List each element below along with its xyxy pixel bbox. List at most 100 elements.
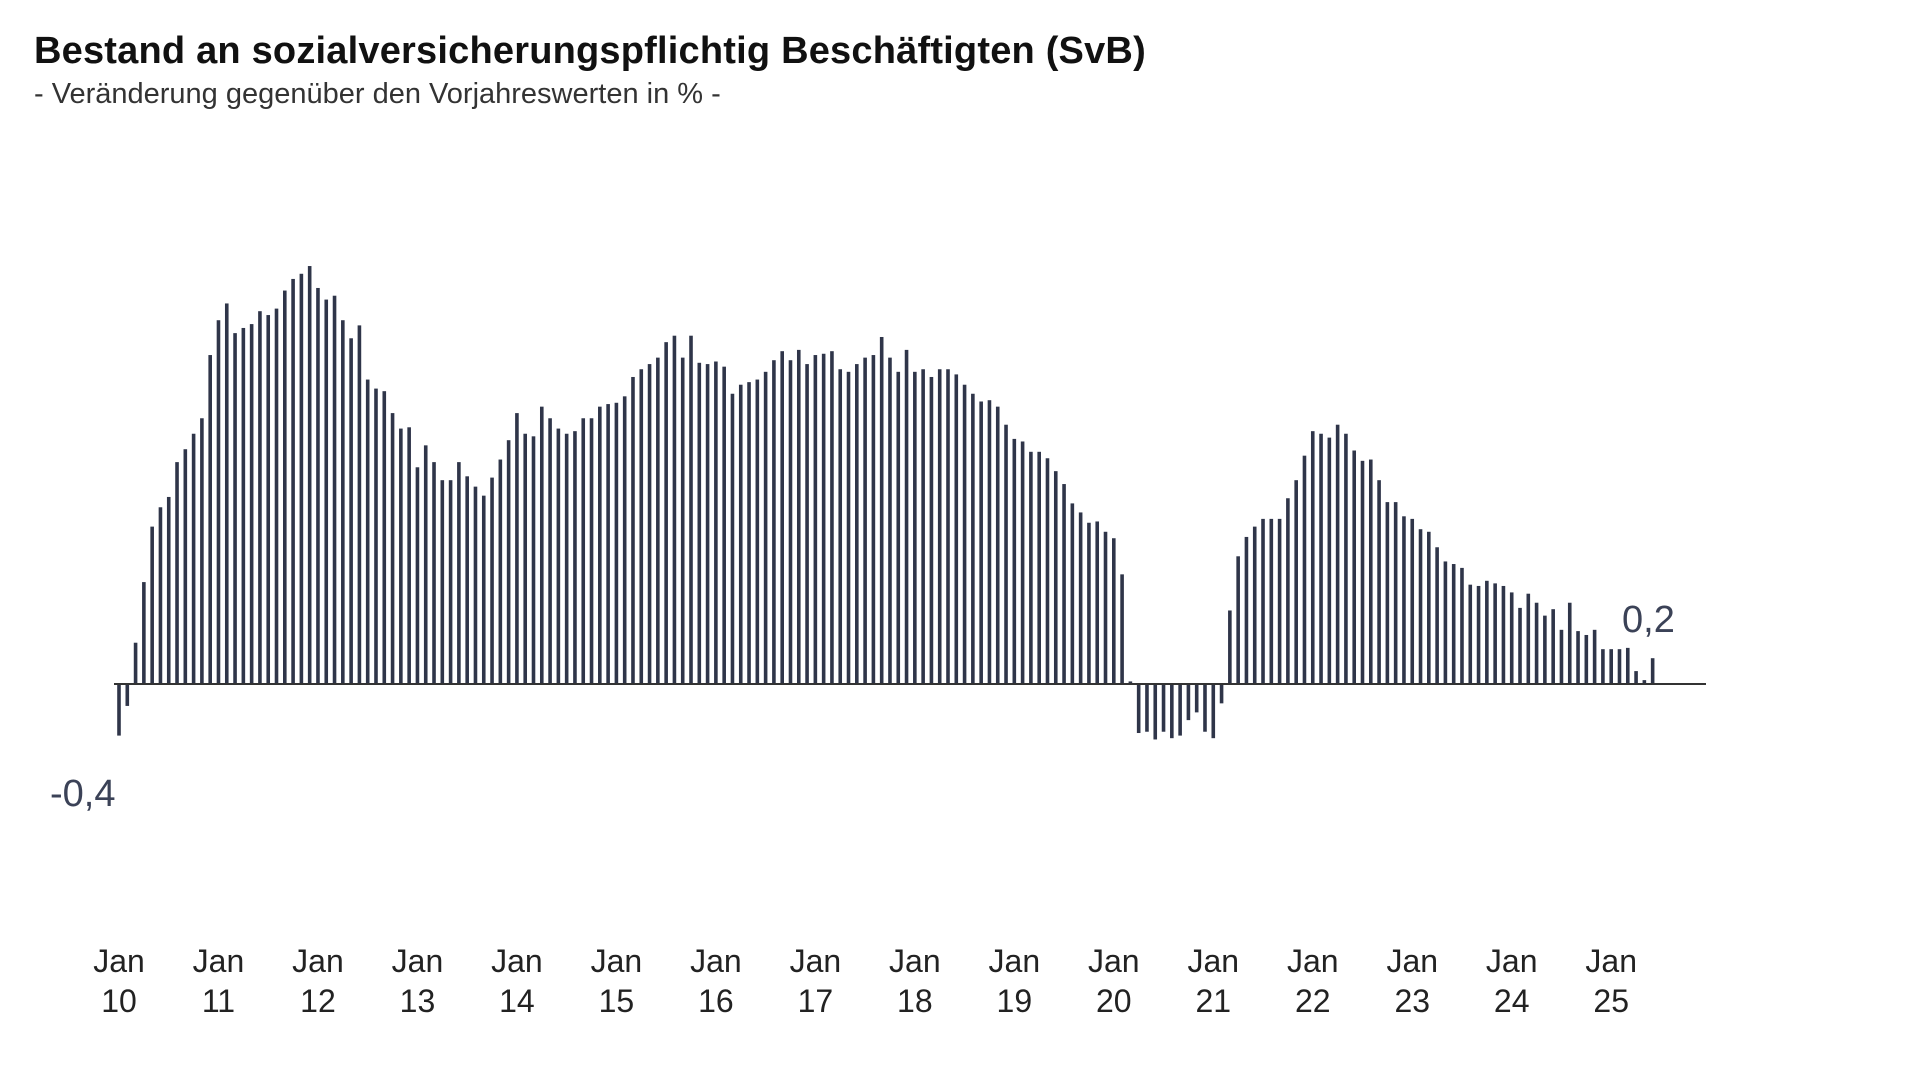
bar [979, 401, 983, 684]
x-axis-ticks: Jan 10 Jan 11 Jan 12 Jan 13 Jan 14 Jan 15 Jan 16 Jan 17… [93, 943, 1637, 1019]
bar [166, 496, 171, 684]
bar [838, 369, 843, 684]
x-tick-year-label: 19 [997, 983, 1033, 1019]
bar [1360, 460, 1365, 684]
bar [1460, 567, 1464, 684]
x-tick-year-label: 20 [1096, 983, 1132, 1019]
bar [274, 308, 279, 684]
x-tick-year-label: 24 [1494, 983, 1530, 1019]
bar [755, 379, 760, 684]
bar [1509, 592, 1514, 684]
bar [805, 364, 809, 684]
bar [556, 428, 561, 684]
bar [1319, 433, 1323, 684]
bar [1194, 684, 1199, 713]
bar [1352, 450, 1357, 684]
x-tick-month-label: Jan [392, 943, 444, 979]
bar [498, 459, 503, 684]
bar [457, 462, 461, 684]
bar [1443, 561, 1448, 684]
bars-group [117, 266, 1655, 740]
x-tick-month-label: Jan [1386, 943, 1438, 979]
bar [1576, 631, 1580, 684]
x-tick-month-label: Jan [989, 943, 1041, 979]
bar [324, 299, 329, 684]
bar [1203, 684, 1207, 732]
bar [1402, 516, 1406, 684]
bar [548, 418, 552, 684]
x-tick-month-label: Jan [292, 943, 344, 979]
bar [564, 433, 569, 684]
bar [1476, 585, 1481, 684]
x-tick-year-label: 15 [599, 983, 635, 1019]
bar [738, 384, 743, 684]
bar [987, 400, 992, 684]
bar [888, 357, 892, 684]
bar [407, 427, 411, 684]
bar [249, 324, 254, 684]
bar [614, 402, 619, 684]
bar [1062, 484, 1066, 684]
bar [995, 406, 1000, 684]
bar [1252, 526, 1257, 684]
bar [1559, 629, 1564, 684]
bar [788, 360, 793, 684]
bar [1219, 684, 1224, 704]
bar [374, 388, 378, 684]
bar [316, 287, 320, 684]
bar [299, 273, 304, 684]
bar [1526, 593, 1531, 684]
bar [1004, 424, 1008, 684]
bar [133, 642, 138, 684]
x-tick-month-label: Jan [1088, 943, 1140, 979]
bar [1120, 574, 1124, 684]
bar [830, 351, 834, 684]
bar [183, 449, 188, 684]
bar [1211, 684, 1216, 739]
data-label-first: -0,4 [50, 773, 115, 815]
x-tick-year-label: 18 [897, 983, 933, 1019]
bar [921, 369, 925, 684]
bar [1427, 531, 1431, 684]
bar [581, 418, 586, 684]
bar [1037, 451, 1041, 684]
bar [647, 364, 652, 684]
x-tick-year-label: 16 [698, 983, 734, 1019]
bar [440, 480, 445, 684]
bar [1385, 502, 1390, 684]
bar [1518, 607, 1522, 684]
bar [158, 507, 163, 684]
bar [1302, 455, 1307, 684]
bar [747, 382, 751, 684]
bar [606, 404, 610, 684]
bar [904, 349, 909, 684]
x-tick-month-label: Jan [591, 943, 643, 979]
bar [1277, 518, 1282, 684]
bar [937, 369, 942, 684]
bar [1468, 584, 1473, 684]
bar [631, 376, 635, 684]
bar [705, 364, 710, 684]
bar [1012, 438, 1017, 684]
bar [1584, 634, 1589, 684]
bar [1625, 647, 1630, 684]
bar [1551, 609, 1555, 684]
x-tick-year-label: 11 [202, 983, 235, 1019]
bar [1244, 536, 1249, 684]
bar [622, 396, 627, 684]
bar [1078, 512, 1083, 684]
bar [1650, 658, 1655, 684]
bar [1294, 480, 1298, 684]
bar [539, 406, 544, 684]
bar [954, 374, 959, 684]
x-tick-month-label: Jan [193, 943, 245, 979]
bar [399, 428, 403, 684]
bar [1368, 459, 1373, 684]
bar [208, 355, 212, 684]
bar [1344, 433, 1348, 684]
x-tick-year-label: 25 [1593, 983, 1629, 1019]
bar [415, 467, 420, 684]
x-tick-month-label: Jan [491, 943, 543, 979]
bar [423, 445, 428, 684]
